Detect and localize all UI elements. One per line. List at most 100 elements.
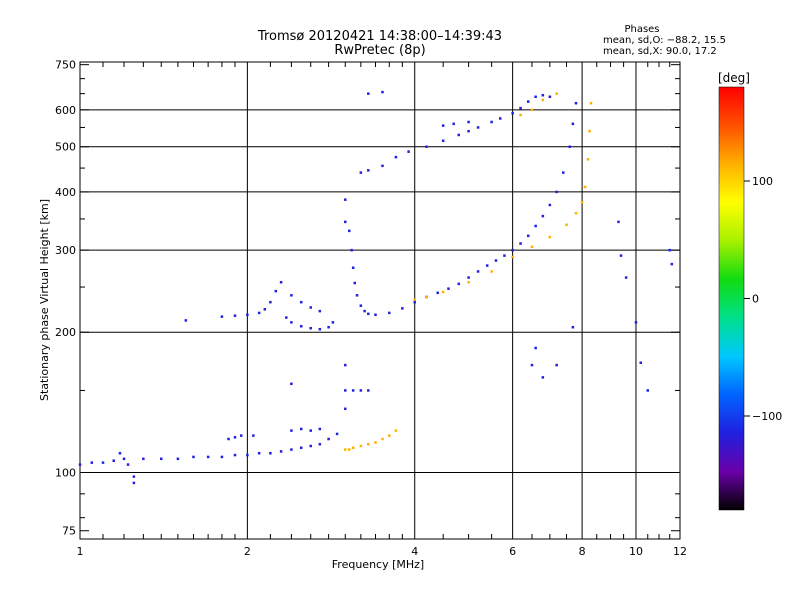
echo-point xyxy=(534,224,537,228)
echo-point xyxy=(118,451,122,455)
echo-point xyxy=(309,429,312,432)
echo-point xyxy=(374,441,377,444)
echo-point xyxy=(457,133,461,137)
echo-point xyxy=(263,308,267,311)
y-tick-label: 100 xyxy=(55,467,76,480)
echo-point xyxy=(309,326,312,330)
echo-point xyxy=(290,321,293,324)
echo-point xyxy=(327,325,330,329)
phases-heading: Phases xyxy=(624,24,659,35)
echo-point xyxy=(279,280,283,284)
echo-point xyxy=(233,314,237,317)
echo-point xyxy=(132,475,136,478)
echo-point xyxy=(467,120,470,124)
x-axis-label: Frequency [MHz] xyxy=(332,558,424,571)
echo-point xyxy=(348,229,351,233)
y-tick-label: 500 xyxy=(55,141,76,154)
echo-point xyxy=(646,389,650,392)
echo-point xyxy=(240,434,243,437)
echo-point xyxy=(206,455,210,459)
echo-point xyxy=(519,242,522,245)
echo-point xyxy=(176,457,180,461)
echo-point xyxy=(467,129,470,133)
echo-point xyxy=(318,309,322,313)
echo-point xyxy=(530,108,534,112)
echo-point xyxy=(299,324,303,328)
echo-point xyxy=(555,92,558,95)
echo-point xyxy=(476,270,480,273)
echo-point xyxy=(331,321,335,324)
colorbar-tick-label: −100 xyxy=(752,410,782,423)
echo-point xyxy=(359,444,363,448)
echo-point xyxy=(132,481,136,485)
echo-point xyxy=(363,309,366,313)
echo-point xyxy=(401,307,404,310)
echo-point xyxy=(290,382,293,386)
echo-point xyxy=(381,90,384,94)
echo-point xyxy=(580,201,584,204)
echo-point xyxy=(534,346,537,350)
echo-point xyxy=(490,120,493,124)
echo-point xyxy=(425,145,428,148)
echo-point xyxy=(344,363,347,367)
echo-point xyxy=(78,463,82,466)
echo-point xyxy=(344,198,347,201)
echo-point xyxy=(335,432,339,436)
colorbar-unit-label: [deg] xyxy=(718,71,750,85)
x-tick-label: 10 xyxy=(629,545,643,558)
echo-point xyxy=(574,211,578,215)
echo-point xyxy=(220,455,224,459)
echo-point xyxy=(359,171,363,174)
echo-point xyxy=(589,101,593,105)
echo-point xyxy=(530,363,534,367)
echo-point xyxy=(122,457,126,461)
echo-point xyxy=(101,461,105,464)
echo-point xyxy=(485,264,489,267)
echo-point xyxy=(670,262,674,266)
x-tick-label: 1 xyxy=(77,545,84,558)
echo-point xyxy=(555,190,558,194)
phases-mean-x: mean, sd,X: 90.0, 17.2 xyxy=(603,46,717,57)
echo-point xyxy=(555,363,558,367)
echo-point xyxy=(367,312,370,316)
echo-point xyxy=(490,270,493,273)
echo-point xyxy=(388,311,391,315)
echo-point xyxy=(299,427,303,431)
echo-point xyxy=(388,434,391,437)
echo-point xyxy=(541,98,545,102)
echo-point xyxy=(467,276,470,279)
echo-point xyxy=(220,315,224,318)
echo-point xyxy=(318,442,322,446)
echo-point xyxy=(511,248,514,252)
echo-point xyxy=(126,463,130,466)
echo-point xyxy=(588,129,591,133)
echo-point xyxy=(467,280,470,284)
y-tick-label: 300 xyxy=(55,244,76,257)
echo-point xyxy=(257,311,261,315)
x-tick-label: 12 xyxy=(673,545,687,558)
echo-point xyxy=(318,327,322,331)
echo-point xyxy=(562,171,565,174)
echo-point xyxy=(359,389,363,392)
echo-point xyxy=(619,254,623,257)
echo-point xyxy=(617,220,620,224)
echo-point xyxy=(159,457,163,461)
echo-point xyxy=(299,446,303,450)
echo-point xyxy=(112,459,115,462)
echo-point xyxy=(436,291,439,295)
echo-point xyxy=(447,287,450,290)
echo-point xyxy=(394,429,398,432)
plot-frame xyxy=(79,61,681,540)
echo-point xyxy=(457,282,461,286)
echo-point xyxy=(350,248,353,252)
echo-point xyxy=(541,376,545,379)
echo-point xyxy=(290,294,293,297)
echo-point xyxy=(407,150,410,153)
colorbar xyxy=(718,86,745,511)
echo-point xyxy=(142,457,145,461)
echo-point xyxy=(344,220,347,224)
echo-point xyxy=(534,95,537,99)
